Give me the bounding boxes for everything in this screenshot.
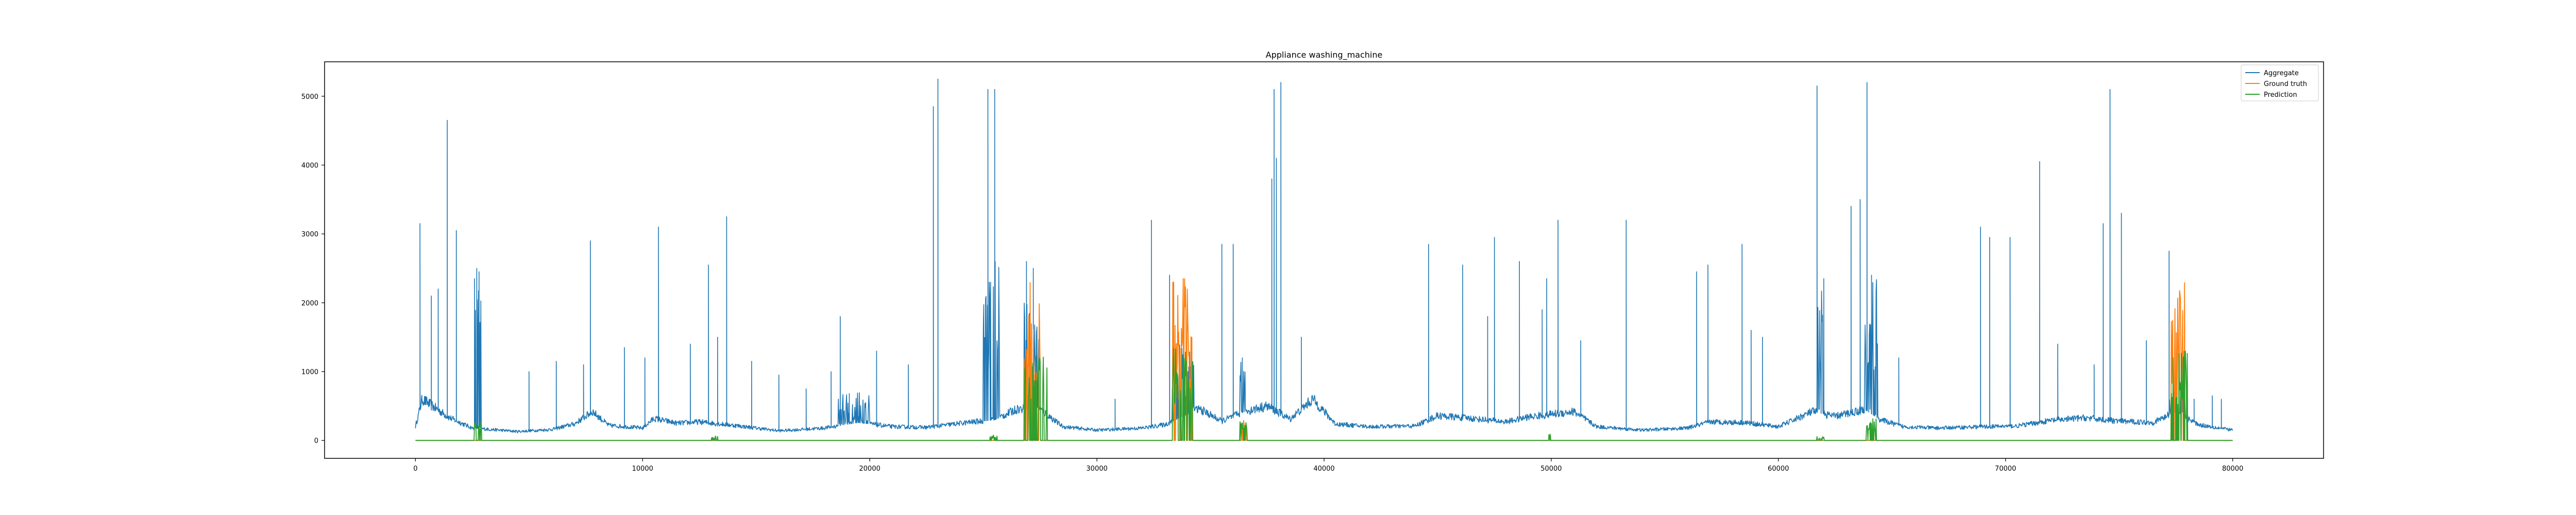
- series-line-prediction: [415, 347, 2233, 441]
- x-tick-label: 30000: [1086, 465, 1107, 473]
- x-tick-label: 70000: [1995, 465, 2016, 473]
- y-tick-label: 3000: [301, 231, 318, 238]
- x-tick-label: 20000: [859, 465, 880, 473]
- legend-label: Ground truth: [2264, 80, 2307, 88]
- series-line-aggregate: [415, 78, 2233, 434]
- y-tick-label: 0: [314, 437, 318, 445]
- x-tick-label: 10000: [632, 465, 653, 473]
- legend-label: Prediction: [2264, 91, 2297, 99]
- y-tick-label: 2000: [301, 300, 318, 307]
- x-tick-label: 60000: [1768, 465, 1789, 473]
- chart-title: Appliance washing_machine: [1266, 50, 1383, 60]
- x-tick-label: 80000: [2222, 465, 2243, 473]
- legend-box: [2241, 64, 2319, 101]
- legend-label: Aggregate: [2264, 70, 2299, 77]
- x-tick-label: 40000: [1313, 465, 1334, 473]
- y-tick-label: 5000: [301, 93, 318, 101]
- legend: Aggregate Ground truth Prediction: [2241, 64, 2319, 101]
- y-tick-label: 4000: [301, 162, 318, 170]
- x-tick-label: 50000: [1540, 465, 1562, 473]
- y-tick-label: 1000: [301, 369, 318, 376]
- x-axis: 0 10000 20000 30000 40000 50000 60000 70000 8000…: [413, 458, 2243, 473]
- x-tick-label: 0: [413, 465, 417, 473]
- plot-area: [415, 78, 2233, 441]
- series-line-ground-truth: [415, 278, 2233, 441]
- plot-frame: [324, 61, 2324, 459]
- y-axis: 0 1000 2000 3000 4000 5000: [301, 93, 325, 445]
